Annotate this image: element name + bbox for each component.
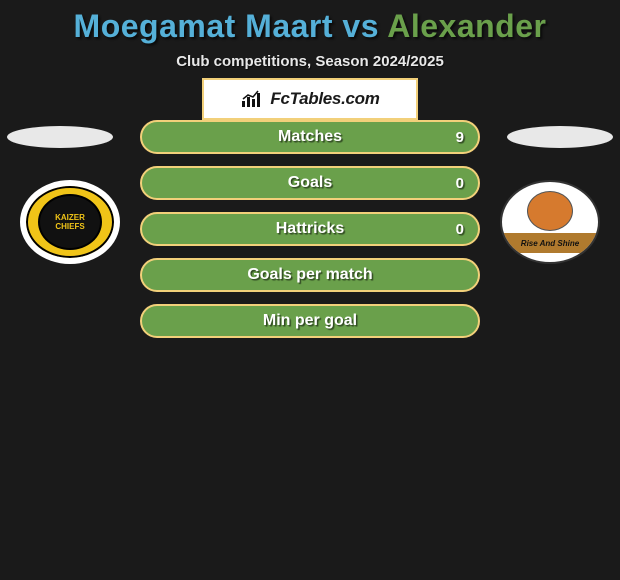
page-title: Moegamat Maart vs Alexander xyxy=(0,0,620,45)
stat-row: Matches 9 xyxy=(140,120,480,154)
stat-label: Goals per match xyxy=(247,266,372,284)
stat-label: Goals xyxy=(288,174,332,192)
left-oval-shadow xyxy=(7,126,113,148)
stat-value: 0 xyxy=(456,221,464,238)
stat-row: Hattricks 0 xyxy=(140,212,480,246)
title-connector: vs xyxy=(333,8,387,44)
stat-row: Goals 0 xyxy=(140,166,480,200)
title-player-left: Moegamat Maart xyxy=(74,8,334,44)
right-club-badge-emblem xyxy=(527,191,573,231)
brand-text: FcTables.com xyxy=(270,89,379,109)
right-club-badge-outer: Rise And Shine xyxy=(500,180,600,264)
stat-row: Goals per match xyxy=(140,258,480,292)
right-oval-shadow xyxy=(507,126,613,148)
left-club-badge-inner: KAIZER CHIEFS xyxy=(38,194,102,250)
title-player-right: Alexander xyxy=(387,8,546,44)
chart-icon xyxy=(240,89,266,109)
subtitle: Club competitions, Season 2024/2025 xyxy=(0,53,620,70)
stat-value: 9 xyxy=(456,129,464,146)
right-club-badge-band: Rise And Shine xyxy=(502,233,598,253)
stat-label: Min per goal xyxy=(263,312,357,330)
left-club-badge-outer: KAIZER CHIEFS xyxy=(20,180,120,264)
stats-panel: Matches 9 Goals 0 Hattricks 0 Goals per match M… xyxy=(140,120,480,350)
brand-box: FcTables.com xyxy=(202,78,418,120)
stat-label: Hattricks xyxy=(276,220,344,238)
stat-value: 0 xyxy=(456,175,464,192)
right-club-badge: Rise And Shine xyxy=(500,180,600,264)
stat-row: Min per goal xyxy=(140,304,480,338)
stat-label: Matches xyxy=(278,128,342,146)
left-club-badge: KAIZER CHIEFS xyxy=(20,180,120,264)
